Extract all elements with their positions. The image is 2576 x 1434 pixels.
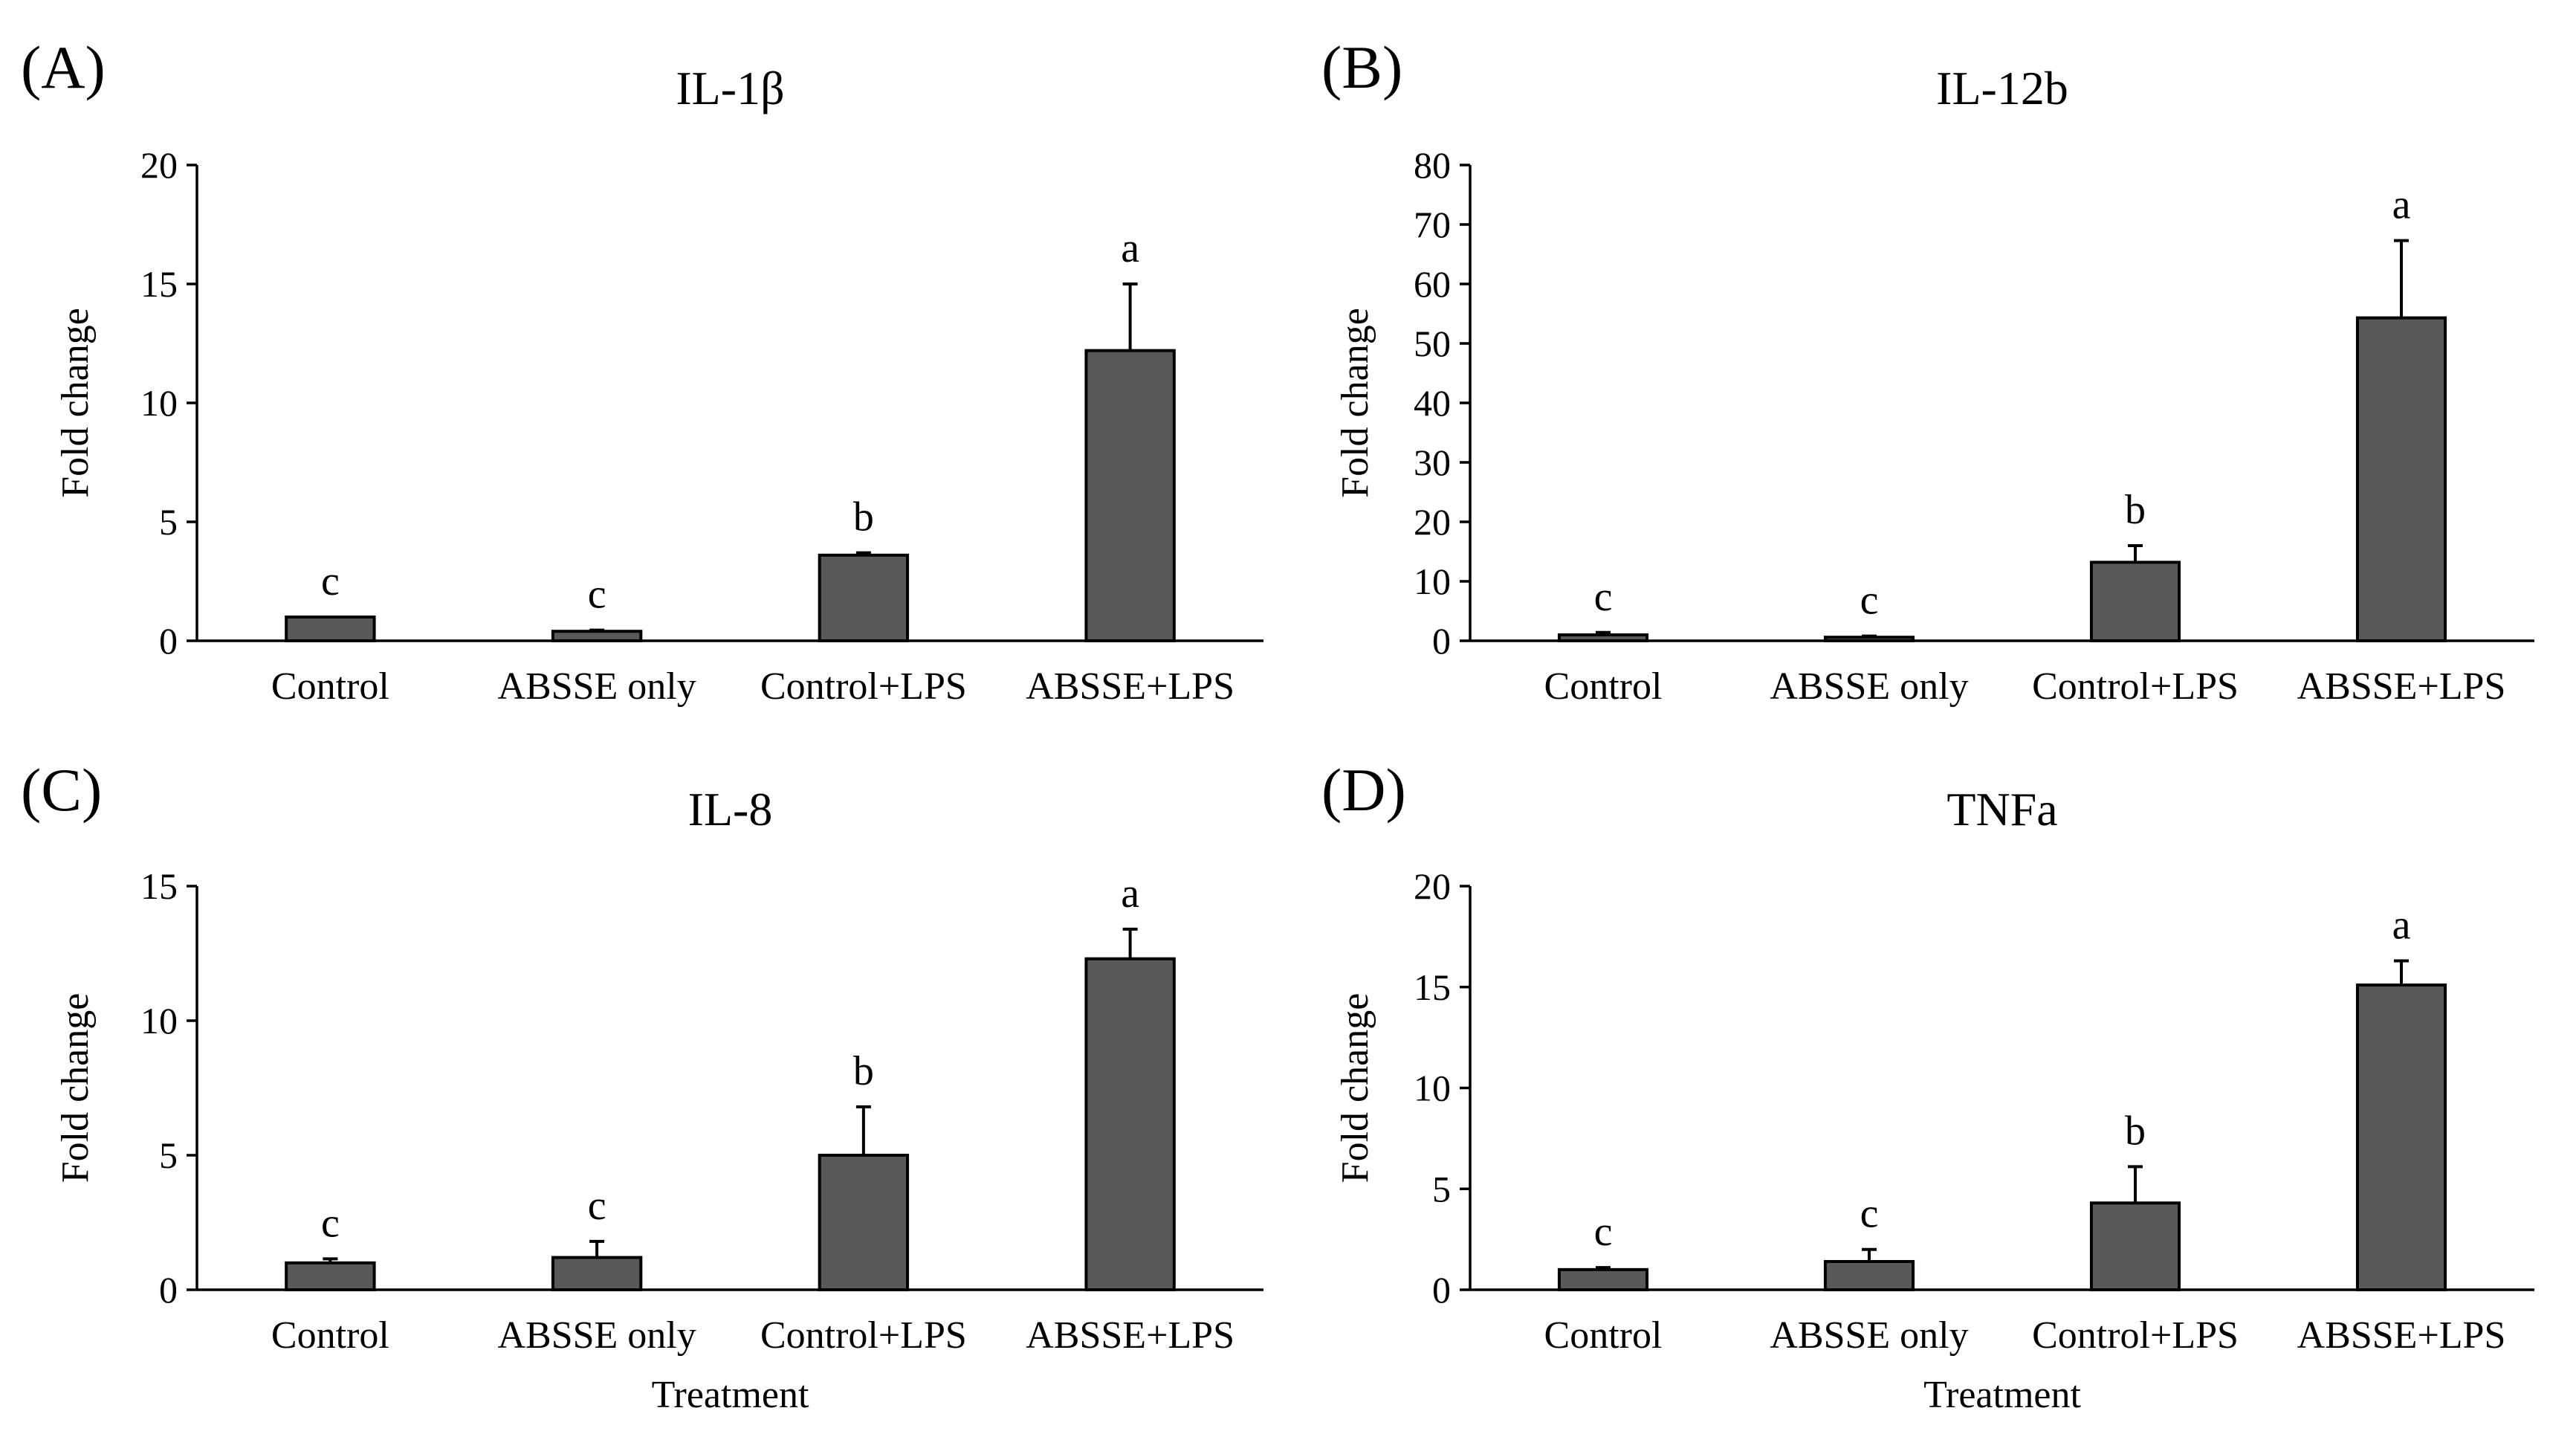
- chart-title: TNFa: [1946, 783, 2057, 836]
- bar: [1823, 1259, 1915, 1291]
- bar: [818, 1154, 910, 1291]
- bar: [1823, 636, 1915, 643]
- x-axis-label: Treatment: [652, 1374, 809, 1416]
- x-tick-label: ABSSE+LPS: [2297, 1314, 2506, 1357]
- bar: [1557, 633, 1649, 642]
- x-tick-label: ABSSE only: [497, 665, 696, 708]
- y-tick-label: 50: [1414, 323, 1451, 364]
- y-tick-label: 80: [1414, 144, 1451, 186]
- significance-letter: c: [1860, 1191, 1879, 1237]
- y-tick-label: 30: [1414, 442, 1451, 483]
- chart-title: IL-8: [688, 783, 773, 836]
- y-tick-label: 5: [1432, 1168, 1451, 1209]
- x-tick-label: ABSSE+LPS: [2297, 665, 2506, 708]
- chart-title: IL-1β: [676, 62, 784, 114]
- bar: [2089, 1201, 2181, 1292]
- x-tick-label: Control+LPS: [760, 1314, 967, 1357]
- x-tick-label: ABSSE only: [1770, 665, 1968, 708]
- bar: [818, 553, 910, 642]
- x-tick-label: Control+LPS: [760, 665, 967, 708]
- significance-letter: b: [853, 1048, 874, 1094]
- chart-panel: (B) IL-12b 0 10 20 30 40 50 60 70 80 Fold change c Co…: [1321, 33, 2534, 708]
- bar: [1557, 1267, 1649, 1291]
- significance-letter: b: [853, 494, 874, 540]
- y-tick-label: 15: [140, 263, 178, 305]
- bar: [551, 1256, 643, 1292]
- y-tick-label: 10: [140, 1000, 178, 1041]
- panel-label: (D): [1321, 756, 1406, 824]
- y-tick-label: 15: [1414, 966, 1451, 1008]
- y-axis-label: Fold change: [1334, 993, 1376, 1183]
- significance-letter: a: [2392, 182, 2411, 228]
- panel-label: (B): [1321, 33, 1402, 101]
- significance-letter: c: [321, 558, 340, 604]
- x-tick-label: ABSSE only: [1770, 1314, 1968, 1357]
- chart-title: IL-12b: [1936, 62, 2068, 114]
- y-tick-label: 10: [1414, 1068, 1451, 1109]
- significance-letter: a: [1121, 225, 1139, 271]
- bar: [2355, 984, 2447, 1292]
- bar: [1084, 957, 1176, 1291]
- y-tick-label: 0: [159, 620, 178, 662]
- y-tick-label: 0: [1432, 1269, 1451, 1311]
- y-tick-label: 0: [1432, 620, 1451, 662]
- significance-letter: b: [2125, 487, 2146, 533]
- chart-panel: (D) TNFa 0 5 10 15 20 Fold change c Control c ABSSE…: [1321, 756, 2534, 1416]
- panel-label: (C): [21, 756, 102, 824]
- y-tick-label: 60: [1414, 263, 1451, 305]
- y-tick-label: 0: [159, 1269, 178, 1311]
- x-tick-label: Control+LPS: [2032, 1314, 2239, 1357]
- y-axis-label: Fold change: [54, 308, 97, 498]
- significance-letter: c: [588, 572, 606, 618]
- chart-panel: (A) IL-1β 0 5 10 15 20 Fold change c Control c ABSS…: [21, 33, 1263, 708]
- significance-letter: b: [2125, 1108, 2146, 1154]
- y-tick-label: 5: [159, 501, 178, 543]
- y-tick-label: 5: [159, 1134, 178, 1176]
- y-tick-label: 15: [140, 865, 178, 907]
- significance-letter: c: [1594, 1209, 1613, 1255]
- x-tick-label: Control+LPS: [2032, 665, 2239, 708]
- y-tick-label: 20: [1414, 865, 1451, 907]
- y-tick-label: 40: [1414, 382, 1451, 424]
- x-tick-label: Control: [1544, 1314, 1663, 1357]
- y-tick-label: 10: [1414, 561, 1451, 602]
- chart-panel: (C) IL-8 0 5 10 15 Fold change c Control c ABSSE o…: [21, 756, 1263, 1416]
- y-tick-label: 10: [140, 382, 178, 424]
- panel-label: (A): [21, 33, 106, 101]
- y-tick-label: 20: [140, 144, 178, 186]
- x-tick-label: ABSSE only: [497, 1314, 696, 1357]
- y-tick-label: 20: [1414, 501, 1451, 543]
- x-axis-label: Treatment: [1923, 1374, 2081, 1416]
- bar: [551, 630, 643, 643]
- significance-letter: c: [588, 1183, 606, 1229]
- significance-letter: a: [1121, 871, 1139, 917]
- significance-letter: c: [1594, 574, 1613, 620]
- x-tick-label: Control: [271, 665, 389, 708]
- bar: [285, 1261, 376, 1292]
- significance-letter: a: [2392, 902, 2411, 948]
- x-tick-label: Control: [1544, 665, 1663, 708]
- bar: [1084, 349, 1176, 642]
- bar: [2355, 316, 2447, 642]
- significance-letter: c: [321, 1200, 340, 1246]
- x-tick-label: Control: [271, 1314, 389, 1357]
- significance-letter: c: [1860, 578, 1879, 624]
- y-tick-label: 70: [1414, 204, 1451, 245]
- bar: [2089, 561, 2181, 643]
- bar: [285, 616, 376, 642]
- y-axis-label: Fold change: [1334, 308, 1376, 498]
- x-tick-label: ABSSE+LPS: [1026, 1314, 1234, 1357]
- y-axis-label: Fold change: [54, 993, 97, 1183]
- x-tick-label: ABSSE+LPS: [1026, 665, 1234, 708]
